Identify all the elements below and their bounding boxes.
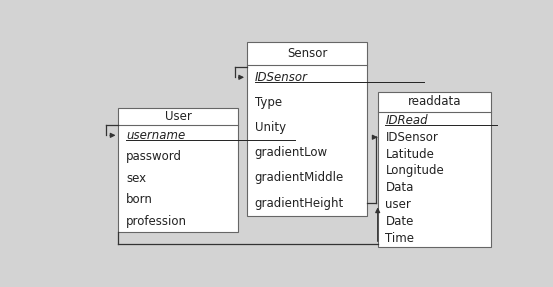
- Text: profession: profession: [126, 215, 187, 228]
- Text: password: password: [126, 150, 182, 163]
- Bar: [378, 92, 491, 247]
- Text: IDSensor: IDSensor: [255, 71, 307, 84]
- Text: gradientLow: gradientLow: [255, 146, 328, 159]
- Text: readdata: readdata: [408, 96, 461, 108]
- Text: IDSensor: IDSensor: [385, 131, 439, 144]
- Text: Latitude: Latitude: [385, 148, 434, 160]
- Text: Sensor: Sensor: [287, 47, 327, 60]
- Text: Time: Time: [385, 232, 414, 245]
- Text: gradientMiddle: gradientMiddle: [255, 171, 344, 185]
- Text: Data: Data: [385, 181, 414, 194]
- Text: Type: Type: [255, 96, 282, 109]
- Text: IDRead: IDRead: [385, 114, 428, 127]
- Text: User: User: [165, 110, 192, 123]
- Bar: [118, 108, 238, 232]
- Text: gradientHeight: gradientHeight: [255, 197, 344, 210]
- Text: born: born: [126, 193, 153, 206]
- Text: user: user: [385, 198, 411, 211]
- Text: Date: Date: [385, 215, 414, 228]
- Text: Longitude: Longitude: [385, 164, 444, 177]
- Text: sex: sex: [126, 172, 146, 185]
- Bar: [247, 42, 367, 216]
- Text: username: username: [126, 129, 185, 142]
- Text: Unity: Unity: [255, 121, 286, 134]
